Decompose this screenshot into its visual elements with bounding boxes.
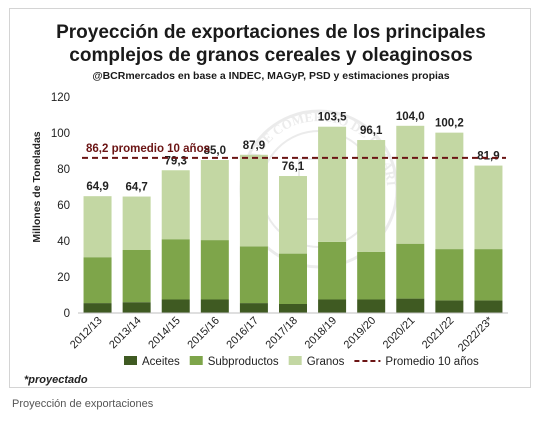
bar-subproductos bbox=[474, 249, 503, 301]
chart-frame: Proyección de exportaciones de los princ… bbox=[9, 8, 531, 388]
chart-title-line1: Proyección de exportaciones de los princ… bbox=[56, 22, 486, 43]
bar-granos bbox=[396, 125, 425, 244]
bar-granos bbox=[279, 176, 307, 254]
bar-granos bbox=[122, 196, 151, 250]
bar-aceites bbox=[435, 300, 464, 313]
y-axis-label: Millones de Toneladas bbox=[31, 131, 43, 242]
bar-subproductos bbox=[161, 239, 190, 300]
bar-aceites bbox=[396, 298, 425, 313]
legend-swatch-subproductos bbox=[189, 356, 203, 365]
bar-aceites bbox=[357, 299, 386, 313]
x-tick-label: 2019/20 bbox=[342, 315, 379, 352]
total-data-label: 104,0 bbox=[396, 111, 425, 123]
total-labels: 64,9 64,7 79,3 85,0 87,9 76,1 103,5 96,1 104,0 10… bbox=[86, 111, 499, 194]
total-data-label: 64,7 bbox=[125, 182, 147, 194]
total-data-label: 96,1 bbox=[360, 125, 383, 137]
total-data-label: 85,0 bbox=[204, 145, 226, 157]
bar-aceites bbox=[239, 303, 268, 313]
x-axis: 2012/13 2013/14 2014/15 2015/16 2016/17 2017/… bbox=[68, 314, 496, 354]
legend-label-aceites: Aceites bbox=[142, 356, 180, 368]
x-tick-label: 2021/22 bbox=[420, 315, 457, 352]
bar-aceites bbox=[200, 299, 229, 313]
chart-title-line2: complejos de granos cereales y oleaginos… bbox=[69, 45, 472, 66]
bar-aceites bbox=[122, 302, 151, 313]
y-tick-label: 40 bbox=[57, 236, 70, 248]
bar-subproductos bbox=[122, 250, 151, 303]
y-tick-label: 80 bbox=[57, 164, 70, 176]
bar-granos bbox=[161, 170, 190, 240]
chart: Proyección de exportaciones de los princ… bbox=[10, 9, 508, 386]
legend-swatch-aceites bbox=[124, 356, 137, 365]
total-data-label: 100,2 bbox=[435, 118, 464, 130]
bar-granos bbox=[318, 126, 347, 242]
bars bbox=[83, 125, 503, 313]
bar-subproductos bbox=[239, 246, 268, 304]
bar-subproductos bbox=[83, 257, 112, 304]
bar-subproductos bbox=[279, 253, 307, 304]
bar-granos bbox=[474, 165, 503, 250]
bar-aceites bbox=[161, 299, 190, 313]
x-tick-label: 2018/19 bbox=[303, 315, 340, 352]
bar-granos bbox=[357, 140, 386, 252]
bar-subproductos bbox=[200, 240, 229, 300]
x-tick-label: 2014/15 bbox=[146, 315, 183, 352]
bar-subproductos bbox=[435, 249, 464, 301]
total-data-label: 87,9 bbox=[243, 140, 265, 152]
x-tick-label: 2020/21 bbox=[381, 315, 418, 352]
bar-aceites bbox=[318, 299, 347, 313]
total-data-label: 79,3 bbox=[165, 155, 187, 167]
x-tick-label: 2022/23* bbox=[456, 314, 496, 354]
bar-subproductos bbox=[357, 251, 386, 300]
legend-label-promedio: Promedio 10 años bbox=[385, 356, 479, 368]
y-tick-label: 20 bbox=[57, 272, 70, 284]
bar-aceites bbox=[83, 303, 112, 313]
y-tick-label: 0 bbox=[64, 308, 70, 320]
footnote: *proyectado bbox=[24, 374, 88, 386]
bar-granos bbox=[200, 160, 229, 241]
y-tick-label: 100 bbox=[51, 128, 70, 140]
legend: Aceites Subproductos Granos Promedio 10 año… bbox=[124, 356, 479, 368]
bar-granos bbox=[83, 196, 112, 258]
figure-caption: Proyección de exportaciones bbox=[12, 398, 154, 410]
bar-subproductos bbox=[396, 243, 425, 299]
average-label: 86,2 promedio 10 años bbox=[86, 143, 210, 155]
legend-swatch-granos bbox=[288, 356, 302, 365]
chart-subtitle: @BCRmercados en base a INDEC, MAGyP, PSD… bbox=[92, 70, 449, 82]
y-axis: 0 20 40 60 80 100 120 bbox=[51, 92, 70, 320]
y-tick-label: 60 bbox=[57, 200, 70, 212]
bar-aceites bbox=[279, 304, 307, 313]
bar-subproductos bbox=[318, 241, 347, 300]
total-data-label: 81,9 bbox=[477, 151, 499, 163]
legend-label-subproductos: Subproductos bbox=[208, 356, 279, 368]
x-tick-label: 2015/16 bbox=[185, 315, 222, 352]
x-tick-label: 2013/14 bbox=[107, 315, 144, 352]
total-data-label: 103,5 bbox=[318, 112, 347, 124]
bar-granos bbox=[435, 132, 464, 250]
x-tick-label: 2012/13 bbox=[68, 315, 105, 352]
bar-aceites bbox=[474, 300, 503, 313]
y-tick-label: 120 bbox=[51, 92, 70, 104]
bar-granos bbox=[239, 154, 268, 247]
legend-label-granos: Granos bbox=[307, 356, 345, 368]
total-data-label: 64,9 bbox=[86, 181, 108, 193]
x-tick-label: 2016/17 bbox=[224, 315, 261, 352]
average: 86,2 promedio 10 años bbox=[82, 143, 506, 159]
x-tick-label: 2017/18 bbox=[264, 315, 301, 352]
total-data-label: 76,1 bbox=[282, 161, 305, 173]
